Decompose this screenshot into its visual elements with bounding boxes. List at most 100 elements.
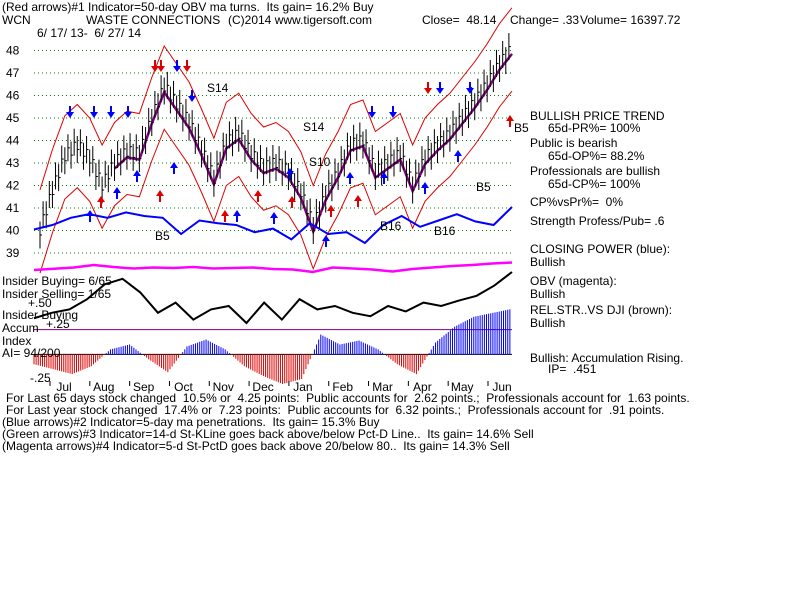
signal-label-b16b: B16 xyxy=(434,224,456,238)
up-arrow-icon xyxy=(133,170,141,182)
x-tick-jan: Jan xyxy=(293,380,312,394)
y-tick-41: 41 xyxy=(6,201,20,215)
down-arrow-icon xyxy=(90,106,98,118)
trend-title: BULLISH PRICE TREND xyxy=(530,109,665,123)
y-tick-45: 45 xyxy=(6,111,20,125)
x-tick-jul: Jul xyxy=(56,380,71,394)
x-tick-mar: Mar xyxy=(372,380,393,394)
close-value: Close= 48.14 xyxy=(422,13,497,27)
x-tick-sep: Sep xyxy=(133,380,155,394)
up-arrow-icon xyxy=(506,115,514,127)
down-arrow-icon xyxy=(157,60,165,72)
accumulation-index xyxy=(33,309,512,384)
axes: 48 47 46 45 44 43 42 41 40 39 Jul Aug Sep Oct Nov Dec Ja… xyxy=(6,44,512,395)
x-tick-dec: Dec xyxy=(252,380,273,394)
op-value: 65d-OP%= 88.2% xyxy=(548,149,645,163)
y-tick-40: 40 xyxy=(6,224,20,238)
up-arrow-icon xyxy=(86,210,94,222)
y-tick-47: 47 xyxy=(6,66,20,80)
signal-arrows xyxy=(66,60,514,247)
insider-buying-2: Insider Buying xyxy=(2,308,79,322)
down-arrow-icon xyxy=(66,106,74,118)
closing-power-value: Bullish xyxy=(530,255,566,269)
y-tick-43: 43 xyxy=(6,156,20,170)
footer-line1: For Last 65 days stock changed 10.5% or … xyxy=(6,391,690,405)
relative-strength-line xyxy=(33,271,513,325)
up-arrow-icon xyxy=(254,190,262,202)
down-arrow-icon xyxy=(124,106,132,118)
indicator-lines xyxy=(33,206,513,325)
obv-value: Bullish xyxy=(530,287,566,301)
pros-status: Professionals are bullish xyxy=(530,164,661,178)
footer-line5: (Magenta arrows)#4 Indicator=5-d St-PctD… xyxy=(2,439,510,453)
footer-line3: (Blue arrows)#2 Indicator=5-day ma penet… xyxy=(2,415,380,429)
index-label: Index xyxy=(2,334,32,348)
up-arrow-icon xyxy=(97,196,105,208)
y-tick-39: 39 xyxy=(6,246,20,260)
x-tick-jun: Jun xyxy=(492,380,511,394)
relstr-label: REL.STR..VS DJI (brown): xyxy=(530,303,673,317)
signal-label-b5: B5 xyxy=(155,229,170,243)
accum-status: Bullish: Accumulation Rising. xyxy=(530,351,684,365)
ticker-symbol: WCN xyxy=(2,13,31,27)
signal-label-s14a: S14 xyxy=(207,81,229,95)
down-arrow-icon xyxy=(424,82,432,94)
signal-label-b5b: B5 xyxy=(476,180,491,194)
cp-value: 65d-CP%= 100% xyxy=(548,177,641,191)
company-name: WASTE CONNECTIONS xyxy=(86,13,221,27)
y-tick-46: 46 xyxy=(6,89,20,103)
ai-value: AI= 94/200 xyxy=(2,346,61,360)
signal-label-b16a: B16 xyxy=(380,219,402,233)
strength-value: Strength Profess/Pub= .6 xyxy=(530,214,665,228)
closing-power-line xyxy=(33,206,513,245)
y-tick-44: 44 xyxy=(6,134,20,148)
obv-label: OBV (magenta): xyxy=(530,274,617,288)
down-arrow-icon xyxy=(188,90,196,102)
signal-label-s14b: S14 xyxy=(303,120,325,134)
public-status: Public is bearish xyxy=(530,136,618,150)
down-arrow-icon xyxy=(466,82,474,94)
insider-selling: Insider Selling= 1/65 xyxy=(2,287,112,301)
y-tick-48: 48 xyxy=(6,44,20,58)
x-tick-apr: Apr xyxy=(413,380,432,394)
footer-line4: (Green arrows)#3 Indicator=14-d St-KLine… xyxy=(2,427,534,441)
footer-line2: For Last year stock changed 17.4% or 7.2… xyxy=(6,403,665,417)
down-arrow-icon xyxy=(151,60,159,72)
right-b5-label: B5 xyxy=(514,121,529,135)
up-arrow-icon xyxy=(221,210,229,222)
date-range: 6/ 17/ 13- 6/ 27/ 14 xyxy=(37,26,142,40)
up-arrow-icon xyxy=(270,212,278,224)
x-tick-nov: Nov xyxy=(213,380,234,394)
up-arrow-icon xyxy=(286,168,294,180)
up-arrow-icon xyxy=(346,172,354,184)
down-arrow-icon xyxy=(389,106,397,118)
moving-average xyxy=(113,53,513,236)
up-arrow-icon xyxy=(322,235,330,247)
up-arrow-icon xyxy=(233,210,241,222)
down-arrow-icon xyxy=(107,106,115,118)
pr-value: 65d-PR%= 100% xyxy=(548,121,641,135)
header-line1: (Red arrows)#1 Indicator=50-day OBV ma t… xyxy=(2,0,374,14)
insider-buying: Insider Buying= 6/65 xyxy=(2,274,112,288)
down-arrow-icon xyxy=(183,60,191,72)
up-arrow-icon xyxy=(156,190,164,202)
x-tick-aug: Aug xyxy=(93,380,114,394)
y-tick-42: 42 xyxy=(6,179,20,193)
down-arrow-icon xyxy=(368,106,376,118)
closing-power-label: CLOSING POWER (blue): xyxy=(530,242,671,256)
ip-value: IP= .451 xyxy=(548,362,597,376)
x-tick-oct: Oct xyxy=(174,380,193,394)
up-arrow-icon xyxy=(113,187,121,199)
volume-value: Volume= 16397.72 xyxy=(580,13,681,27)
price-bars xyxy=(39,33,511,249)
up-arrow-icon xyxy=(454,150,462,162)
accum-tick-m25: -.25 xyxy=(30,371,51,385)
upper-band xyxy=(39,7,513,191)
up-arrow-icon xyxy=(288,196,296,208)
obv-line xyxy=(33,261,513,274)
up-arrow-icon xyxy=(327,205,335,217)
up-arrow-icon xyxy=(170,162,178,174)
up-arrow-icon xyxy=(354,195,362,207)
signal-label-s10: S10 xyxy=(309,155,331,169)
x-tick-feb: Feb xyxy=(332,380,353,394)
